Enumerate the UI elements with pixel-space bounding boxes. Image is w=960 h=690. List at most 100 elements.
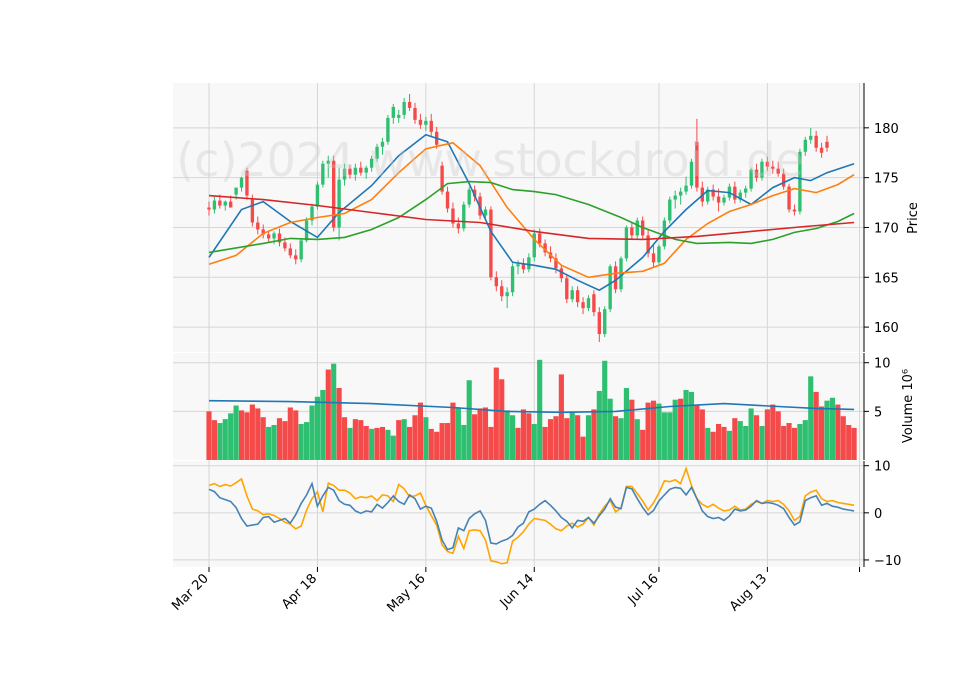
volume-bar — [363, 425, 369, 460]
volume-bar — [401, 419, 407, 460]
candle-body — [733, 186, 737, 200]
volume-bar — [569, 412, 575, 460]
candle-body — [646, 235, 650, 254]
volume-bar — [472, 414, 478, 460]
x-tick-label: Jun 14 — [497, 571, 537, 611]
volume-bar — [537, 359, 543, 460]
volume-bar — [802, 420, 808, 460]
volume-bar — [623, 388, 629, 460]
volume-bar — [336, 388, 342, 460]
candle-body — [527, 257, 531, 270]
price-tick-label: 180 — [874, 122, 899, 137]
volume-bar — [510, 415, 516, 460]
volume-bar — [482, 407, 489, 460]
candle-body — [250, 199, 255, 223]
candle-body — [386, 117, 390, 142]
candle-body — [391, 106, 395, 118]
candle-body — [722, 197, 726, 203]
volume-bar — [797, 424, 803, 460]
x-tick-label: Jul 16 — [625, 571, 662, 608]
candle-body — [635, 220, 639, 236]
volume-bar — [428, 428, 434, 460]
candle-body — [456, 223, 461, 229]
volume-bar — [596, 390, 602, 460]
candle-body — [239, 177, 244, 188]
volume-bar — [217, 423, 223, 460]
candle-body — [825, 141, 829, 148]
candle-body — [516, 264, 520, 267]
candle-body — [814, 135, 818, 148]
candle-body — [429, 120, 433, 132]
candle-body — [207, 207, 211, 210]
volume-bar — [748, 408, 754, 460]
candle-body — [581, 302, 585, 309]
volume-bar — [526, 413, 532, 460]
volume-bar — [743, 425, 749, 460]
volume-bar — [553, 416, 559, 460]
volume-bar — [585, 415, 592, 460]
volume-bar — [531, 424, 537, 460]
candle-body — [673, 195, 677, 200]
candle-body — [277, 233, 282, 243]
oscillator-tick-label: −10 — [874, 554, 901, 569]
volume-bar — [613, 416, 619, 460]
candle-body — [597, 312, 601, 335]
candle-body — [559, 268, 564, 279]
volume-bar — [358, 420, 364, 460]
candle-body — [624, 227, 629, 259]
candle-body — [261, 229, 265, 235]
volume-bar — [618, 418, 624, 460]
candle-body — [575, 290, 580, 303]
volume-bar — [650, 400, 657, 460]
candle-body — [283, 242, 287, 249]
volume-bar — [656, 403, 662, 460]
candle-body — [749, 169, 753, 189]
candle-body — [266, 234, 271, 239]
oscillator-line-b — [208, 466, 855, 565]
volume-bar — [488, 426, 494, 460]
volume-bar — [461, 424, 467, 460]
volume-bar — [835, 404, 841, 460]
candle-body — [781, 173, 786, 187]
candle-body — [819, 147, 824, 153]
price-tick-label: 170 — [874, 221, 899, 236]
candle-body — [418, 119, 423, 125]
volume-bar — [298, 424, 304, 460]
volume-bar — [407, 426, 413, 460]
oscillator-panel-background — [173, 461, 864, 567]
candle-body — [803, 139, 807, 152]
volume-bar — [287, 407, 293, 460]
candle-body — [451, 208, 455, 224]
ma-short-line — [208, 133, 855, 292]
candle-body — [532, 233, 536, 258]
candle-body — [489, 209, 493, 278]
candle-body — [657, 246, 661, 263]
candle-body — [380, 141, 385, 147]
volume-bar — [775, 411, 781, 460]
candle-body — [353, 167, 358, 175]
volume-bar — [352, 419, 358, 460]
volume-bar — [233, 405, 239, 460]
candle-body — [288, 248, 292, 256]
volume-bar — [672, 399, 678, 460]
volume-bar — [813, 391, 819, 460]
candle-body — [462, 204, 466, 229]
volume-tick-label: 10 — [874, 357, 891, 372]
volume-bar — [238, 410, 245, 460]
volume-bar — [450, 402, 456, 460]
x-tick-label: Apr 18 — [279, 571, 320, 612]
volume-bar — [515, 427, 521, 460]
candle-body — [315, 184, 320, 207]
candle-body — [630, 227, 634, 236]
candle-body — [294, 255, 298, 260]
candle-body — [218, 200, 222, 206]
price-panel-background — [173, 83, 864, 352]
volume-bar — [829, 397, 835, 460]
oscillator-tick-label: 10 — [874, 460, 891, 475]
volume-bar — [369, 428, 375, 460]
candle-body — [738, 192, 742, 200]
candle-body — [510, 266, 515, 293]
volume-bar — [846, 424, 852, 460]
candle-body — [445, 191, 450, 209]
